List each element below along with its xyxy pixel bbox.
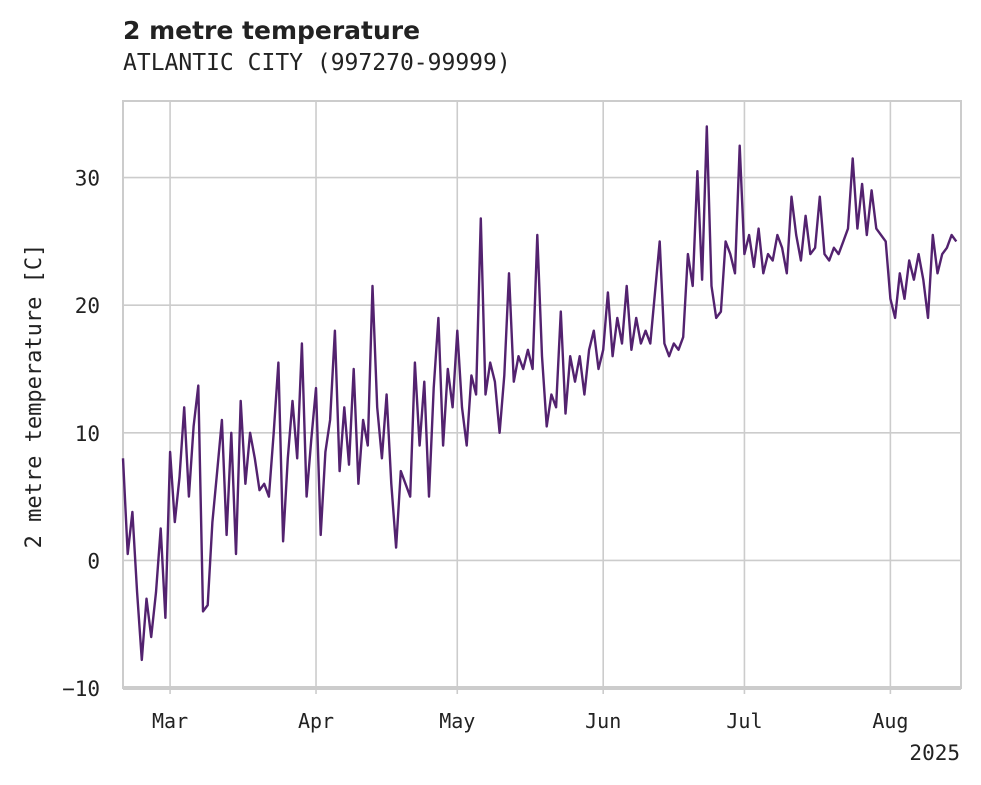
chart-subtitle: ATLANTIC CITY (997270-99999) <box>123 50 511 76</box>
y-tick-label: −10 <box>62 677 100 701</box>
grid-lines <box>123 101 961 688</box>
x-tick-label: Jul <box>726 709 762 733</box>
x-tick-label: Mar <box>152 709 188 733</box>
y-tick-label: 0 <box>87 549 100 573</box>
x-tick-label: Jun <box>585 709 621 733</box>
y-tick-label: 20 <box>75 294 100 318</box>
x-axis-year-label: 2025 <box>909 741 960 765</box>
chart-title: 2 metre temperature <box>123 16 421 45</box>
y-tick-label: 10 <box>75 422 100 446</box>
y-tick-label: 30 <box>75 167 100 191</box>
tick-labels: Mar Apr May Jun Jul Aug −10 0 10 20 30 <box>62 167 908 733</box>
plot-frame <box>122 100 962 689</box>
x-tick-label: Aug <box>872 709 908 733</box>
x-tick-label: Apr <box>298 709 334 733</box>
x-tick-label: May <box>439 709 475 733</box>
temperature-series-line <box>121 125 958 662</box>
y-axis-label: 2 metre temperature [C] <box>22 244 47 549</box>
